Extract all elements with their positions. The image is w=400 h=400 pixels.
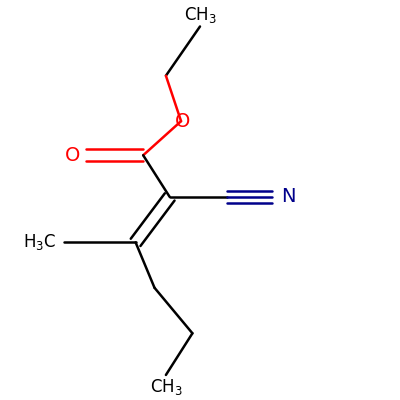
Text: H$_3$C: H$_3$C [23,232,56,252]
Text: O: O [175,112,191,131]
Text: O: O [65,146,81,165]
Text: N: N [282,188,296,206]
Text: CH$_3$: CH$_3$ [150,377,182,397]
Text: CH$_3$: CH$_3$ [184,4,216,24]
